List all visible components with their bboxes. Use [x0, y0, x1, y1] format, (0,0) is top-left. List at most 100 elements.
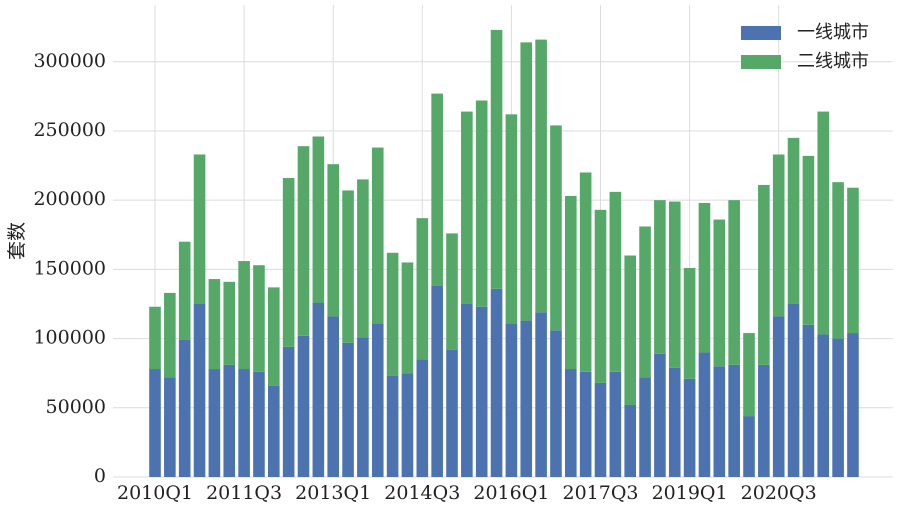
- y-tick-label: 150000: [33, 257, 106, 279]
- bar: [327, 316, 339, 477]
- x-tick-label: 2013Q1: [295, 482, 371, 504]
- bar: [683, 378, 696, 477]
- bar: [832, 338, 844, 477]
- bar: [728, 364, 740, 477]
- bar: [208, 279, 221, 370]
- bar: [535, 39, 547, 313]
- bar: [758, 364, 770, 477]
- x-tick-label: 2017Q3: [562, 482, 638, 504]
- bar: [758, 184, 770, 365]
- bar: [579, 172, 592, 372]
- bar: [594, 382, 607, 477]
- y-tick-label: 0: [94, 465, 106, 487]
- legend-swatch: [741, 55, 781, 69]
- bar: [698, 352, 711, 477]
- bar: [253, 371, 265, 477]
- bar: [446, 349, 458, 477]
- bar: [297, 335, 310, 477]
- legend-label: 一线城市: [797, 22, 869, 43]
- bar: [832, 182, 844, 339]
- bar: [371, 323, 384, 477]
- bar: [178, 241, 191, 340]
- bar: [668, 201, 681, 368]
- bar: [149, 306, 161, 370]
- bar: [386, 375, 399, 477]
- bar: [772, 316, 785, 477]
- bar: [193, 154, 206, 304]
- bar: [743, 333, 755, 417]
- bar: [416, 218, 429, 360]
- bar: [728, 200, 740, 365]
- bar: [639, 226, 651, 378]
- bar: [416, 359, 429, 477]
- y-tick-label: 50000: [46, 396, 106, 418]
- bar: [654, 353, 666, 477]
- bar: [520, 42, 533, 321]
- bar: [520, 320, 533, 477]
- legend-swatch: [741, 26, 781, 40]
- bar: [268, 385, 280, 477]
- bar: [431, 285, 443, 477]
- y-tick-label: 200000: [33, 188, 106, 210]
- bar: [743, 416, 755, 477]
- bar: [668, 367, 681, 477]
- bar: [461, 111, 473, 304]
- bar: [654, 200, 666, 354]
- bar: [282, 346, 295, 477]
- bar: [535, 312, 547, 477]
- bar: [550, 125, 562, 331]
- bar: [164, 377, 176, 477]
- bar: [639, 377, 651, 477]
- bar: [223, 281, 236, 365]
- bar: [505, 114, 518, 324]
- bar: [609, 191, 622, 372]
- bar: [461, 303, 473, 477]
- bar: [342, 190, 354, 343]
- bar: [386, 252, 399, 376]
- bar: [401, 373, 414, 477]
- bar: [579, 371, 592, 477]
- bar: [327, 164, 339, 317]
- bar: [297, 146, 310, 336]
- bar: [565, 196, 577, 370]
- bar: [565, 369, 577, 477]
- bar: [624, 405, 636, 477]
- y-tick-label: 300000: [33, 50, 106, 72]
- bar: [505, 323, 518, 477]
- bar: [490, 29, 503, 289]
- bar: [817, 334, 830, 477]
- x-tick-label: 2010Q1: [117, 482, 193, 504]
- bar: [713, 219, 726, 367]
- bar: [683, 267, 696, 379]
- bar: [371, 147, 384, 324]
- bar: [178, 339, 191, 477]
- bar: [475, 100, 488, 307]
- x-tick-label: 2014Q3: [384, 482, 460, 504]
- bar: [817, 111, 830, 335]
- bar: [772, 154, 785, 317]
- bar: [787, 137, 800, 304]
- bar: [802, 155, 815, 325]
- y-tick-label: 100000: [33, 327, 106, 349]
- bar: [787, 303, 800, 477]
- bar: [312, 136, 325, 303]
- x-tick-label: 2020Q3: [741, 482, 817, 504]
- y-tick-label: 250000: [33, 119, 106, 141]
- bar: [149, 369, 161, 477]
- bar: [208, 369, 221, 477]
- bar: [223, 364, 236, 477]
- bar: [624, 255, 636, 406]
- y-axis-label: 套数: [6, 222, 28, 260]
- bar: [698, 202, 711, 353]
- bar: [193, 303, 206, 477]
- x-tick-label: 2011Q3: [206, 482, 282, 504]
- bar: [253, 265, 265, 372]
- bar: [446, 233, 458, 350]
- x-tick-label: 2016Q1: [473, 482, 549, 504]
- bar: [594, 209, 607, 383]
- bar: [238, 261, 250, 370]
- legend-label: 二线城市: [797, 51, 869, 72]
- bar: [238, 369, 250, 477]
- bar: [401, 262, 414, 374]
